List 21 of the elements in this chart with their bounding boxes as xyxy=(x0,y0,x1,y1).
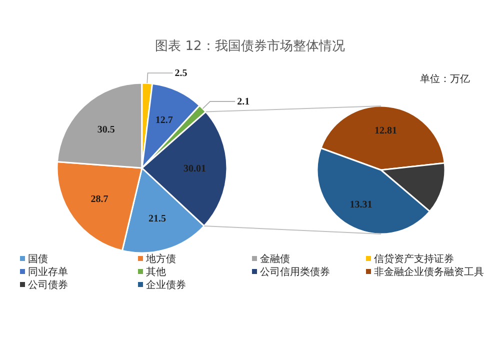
legend-label: 公司债券 xyxy=(28,279,68,291)
data-label: 30.01 xyxy=(183,164,206,175)
legend-label: 地方债 xyxy=(145,253,176,265)
text: 单位：万亿 xyxy=(420,73,470,85)
data-label: 28.7 xyxy=(90,194,108,206)
legend-label: 公司信用类债券 xyxy=(260,266,330,278)
legend-label: 同业存单 xyxy=(28,266,68,278)
data-label: 21.5 xyxy=(148,213,166,224)
data-label: 12.7 xyxy=(155,115,173,126)
legend-label: 非金融企业债务融资工具 xyxy=(374,266,484,278)
data-label: 12.81 xyxy=(374,126,397,137)
legend-label: 其他 xyxy=(146,266,166,278)
legend-label: 信贷资产支持证券 xyxy=(374,253,454,265)
legend-label: 企业债券 xyxy=(146,279,186,291)
legend-label: 金融债 xyxy=(260,253,290,265)
data-label: 2.1 xyxy=(237,96,250,108)
data-label: 2.5 xyxy=(174,68,188,79)
data-label: 30.5 xyxy=(97,124,115,136)
legend-label: 国债 xyxy=(28,254,48,265)
chart-title: 图表 12：我国债券市场整体情况 xyxy=(155,39,345,54)
data-label: 13.31 xyxy=(350,199,372,210)
